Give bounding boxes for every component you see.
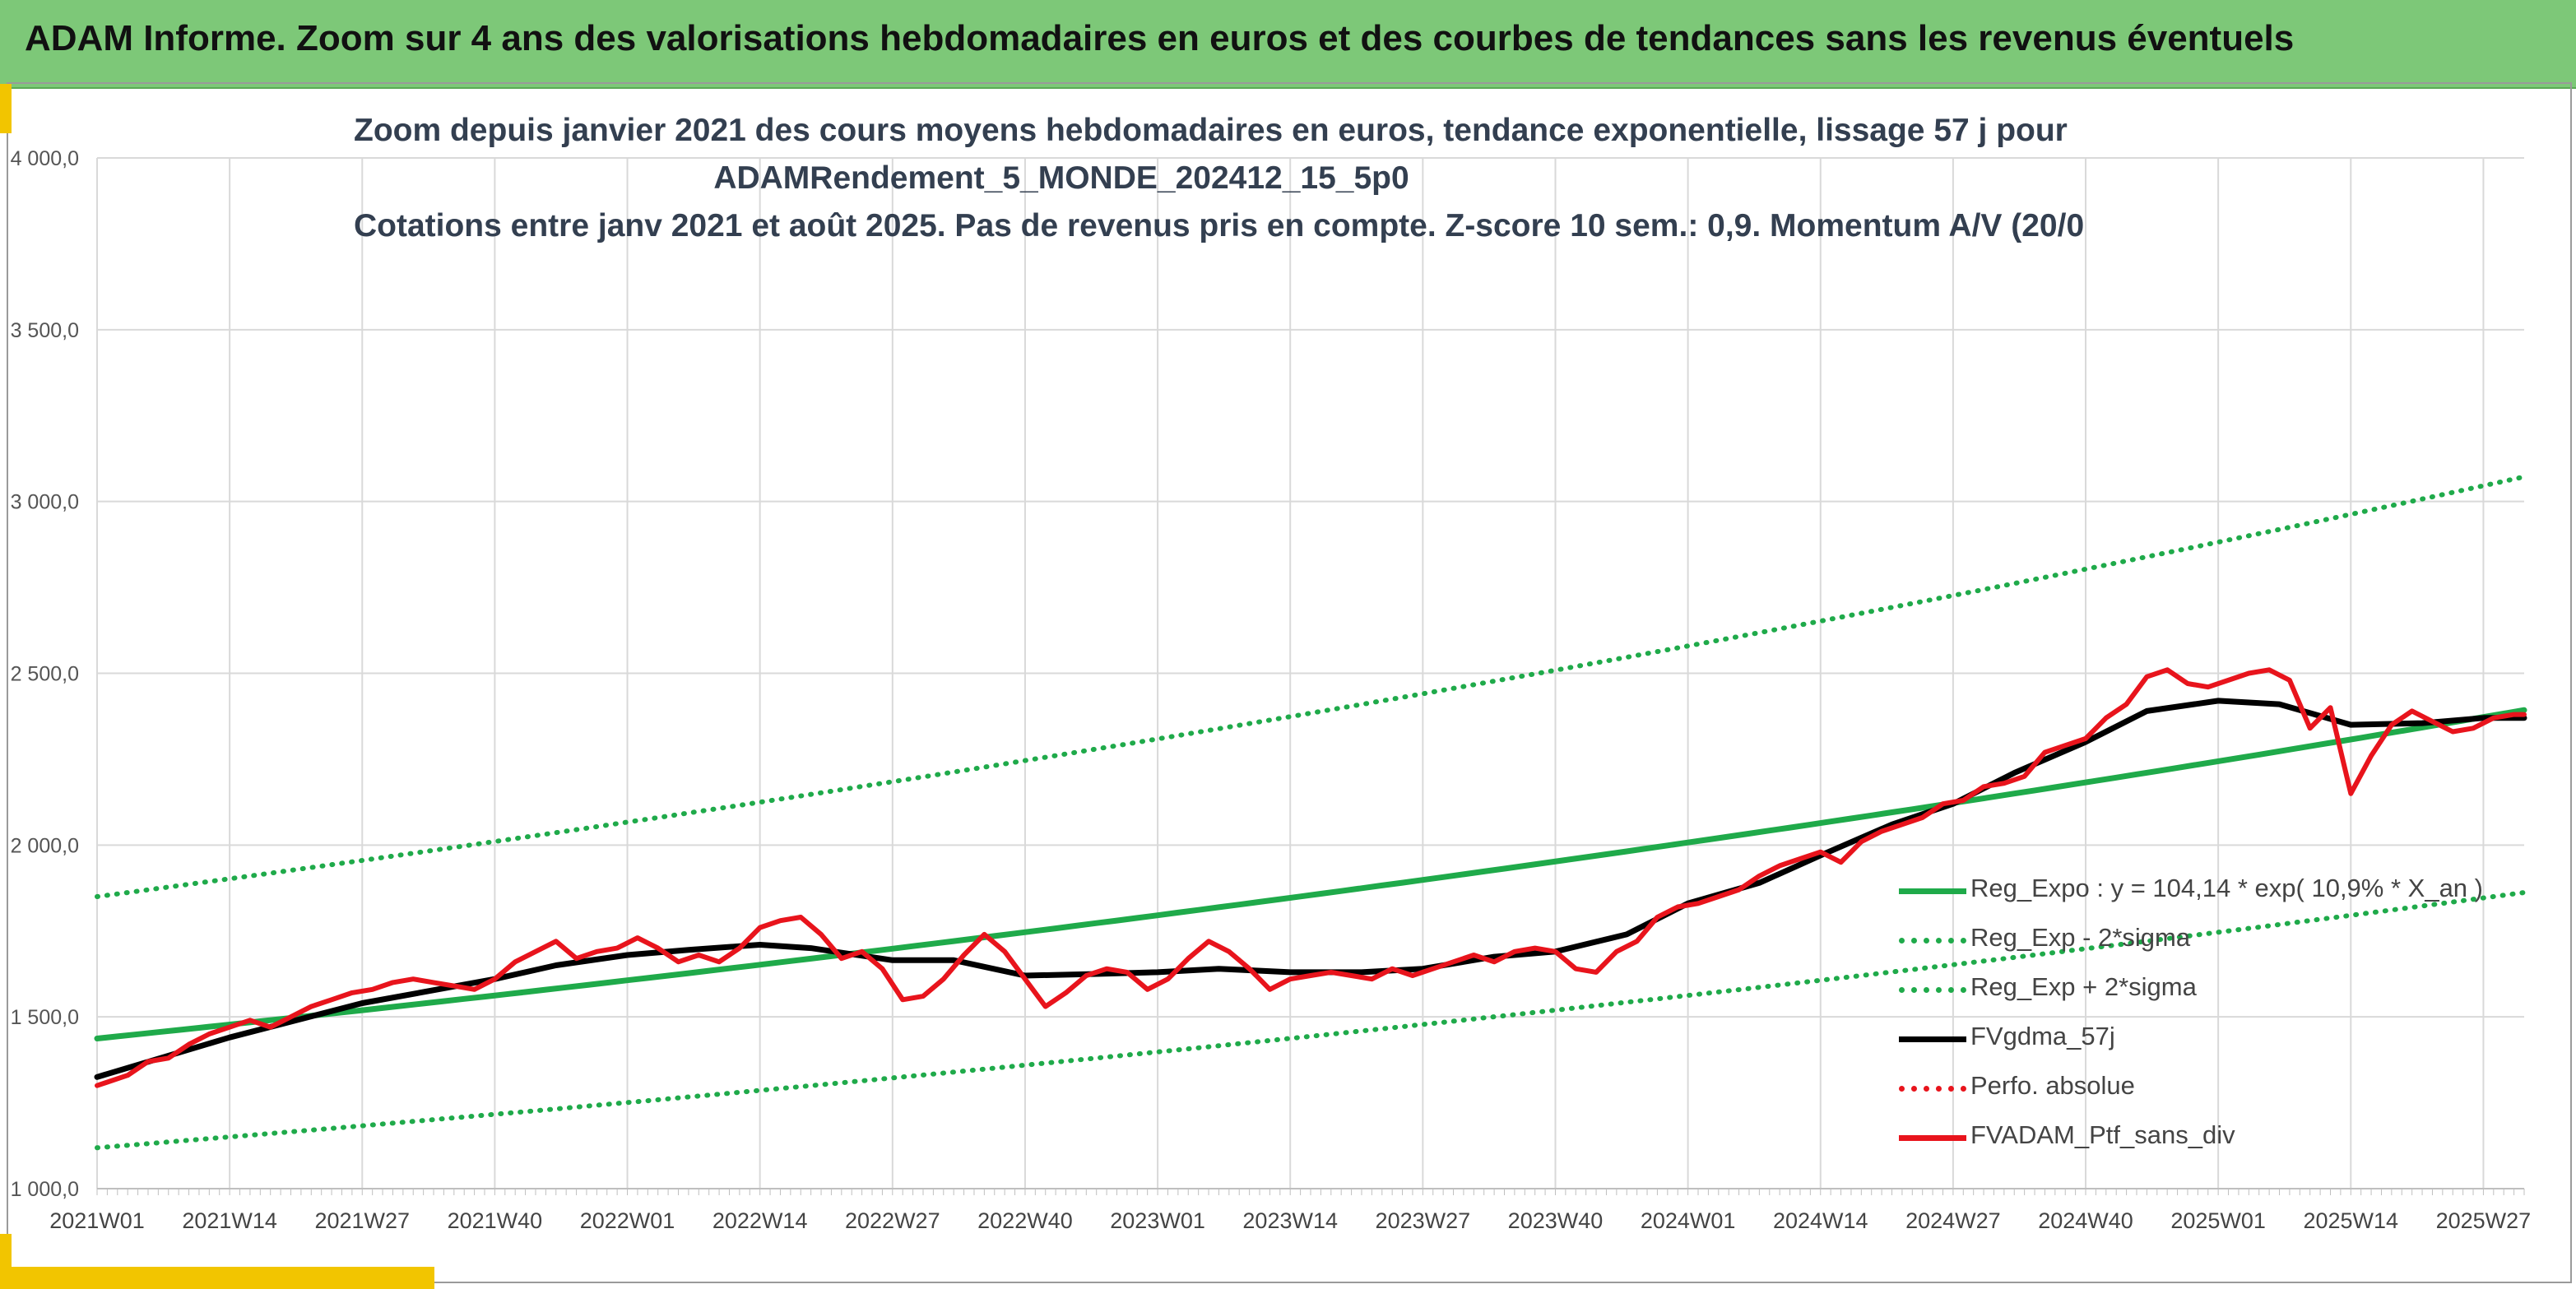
legend-label: Perfo. absolue	[1970, 1071, 2135, 1100]
x-tick-label: 2022W01	[580, 1208, 675, 1233]
series-line-reg-exp-2-sigma	[95, 474, 2527, 899]
x-tick-label: 2021W14	[182, 1208, 277, 1233]
x-tick-label: 2025W01	[2170, 1208, 2266, 1233]
legend-swatch-solid-red	[1899, 1135, 1966, 1141]
x-tick-label: 2024W27	[1905, 1208, 2001, 1233]
legend-item-fvgdma: FVgdma_57j	[1892, 1022, 2542, 1055]
series-line-fvgdma-57j	[94, 698, 2527, 1080]
x-tick-label: 2021W01	[49, 1208, 145, 1233]
x-tick-label: 2022W27	[845, 1208, 940, 1233]
legend-swatch-solid-black	[1899, 1036, 1966, 1042]
legend-label: Reg_Exp + 2*sigma	[1970, 972, 2197, 1001]
y-tick-label: 1 000,0	[11, 1178, 79, 1201]
x-tick-label: 2025W14	[2303, 1208, 2398, 1233]
x-tick-label: 2023W27	[1376, 1208, 1471, 1233]
legend-swatch-dotted-green	[1899, 987, 1966, 993]
x-tick-label: 2023W40	[1508, 1208, 1604, 1233]
x-tick-label: 2024W40	[2038, 1208, 2133, 1233]
chart-title-line-3: Cotations entre janv 2021 et août 2025. …	[354, 208, 2085, 243]
series-line-reg-expo-y-104-14-exp-10-9-x-an	[94, 707, 2527, 1041]
accent-bar-bottom	[0, 1267, 434, 1289]
chart-title-line-1: Zoom depuis janvier 2021 des cours moyen…	[354, 113, 2068, 148]
chart-frame	[7, 82, 2572, 1283]
x-tick-label: 2021W27	[314, 1208, 410, 1233]
legend-swatch-dotted-green	[1899, 938, 1966, 944]
legend-label: Reg_Exp - 2*sigma	[1970, 923, 2191, 952]
legend-item-reg-exp-plus: Reg_Exp + 2*sigma	[1892, 972, 2542, 1005]
legend-swatch-solid-green	[1899, 888, 1966, 894]
legend-item-reg-exp-minus: Reg_Exp - 2*sigma	[1892, 923, 2542, 956]
gridlines	[96, 157, 2525, 1195]
title-banner: ADAM Informe. Zoom sur 4 ans des valoris…	[0, 0, 2576, 89]
y-tick-label: 3 000,0	[11, 491, 79, 514]
banner-title: ADAM Informe. Zoom sur 4 ans des valoris…	[25, 18, 2295, 58]
y-tick-label: 1 500,0	[11, 1006, 79, 1029]
legend-swatch-dotted-red	[1899, 1086, 1966, 1092]
y-tick-labels: 1 000,0 1 500,0 2 000,0 2 500,0 3 000,0 3 500…	[11, 147, 79, 1201]
series-line-fvadam-ptf-sans-div	[95, 667, 2527, 1088]
accent-bar-top	[0, 84, 12, 133]
legend-item-reg-expo: Reg_Expo : y = 104,14 * exp( 10,9% * X_a…	[1892, 874, 2542, 906]
series-lines	[94, 474, 2527, 1151]
y-tick-label: 2 500,0	[11, 663, 79, 686]
series-line-reg-exp-2-sigma	[95, 890, 2527, 1151]
y-tick-label: 2 000,0	[11, 834, 79, 857]
y-tick-label: 3 500,0	[11, 319, 79, 342]
x-tick-label: 2024W01	[1641, 1208, 1736, 1233]
x-tick-label: 2022W40	[977, 1208, 1073, 1233]
chart-title-line-2: ADAMRendement_5_MONDE_202412_15_5p0	[713, 160, 1409, 196]
legend-item-fvadam: FVADAM_Ptf_sans_div	[1892, 1120, 2542, 1153]
y-tick-label: 4 000,0	[11, 147, 79, 170]
x-tick-labels: 2021W01 2021W14 2021W27 2021W40 2022W01 2022W…	[49, 1208, 2531, 1233]
x-tick-label: 2022W14	[712, 1208, 808, 1233]
chart-title: Zoom depuis janvier 2021 des cours moyen…	[354, 107, 2085, 250]
legend-label: FVADAM_Ptf_sans_div	[1970, 1120, 2235, 1149]
x-tick-label: 2025W27	[2436, 1208, 2532, 1233]
legend-item-perfo-absolue: Perfo. absolue	[1892, 1071, 2542, 1104]
legend-label: FVgdma_57j	[1970, 1022, 2115, 1050]
x-tick-label: 2021W40	[448, 1208, 543, 1233]
x-tick-label: 2024W14	[1773, 1208, 1868, 1233]
x-tick-label: 2023W14	[1242, 1208, 1338, 1233]
legend-label: Reg_Expo : y = 104,14 * exp( 10,9% * X_a…	[1970, 874, 2483, 902]
x-tick-label: 2023W01	[1110, 1208, 1205, 1233]
